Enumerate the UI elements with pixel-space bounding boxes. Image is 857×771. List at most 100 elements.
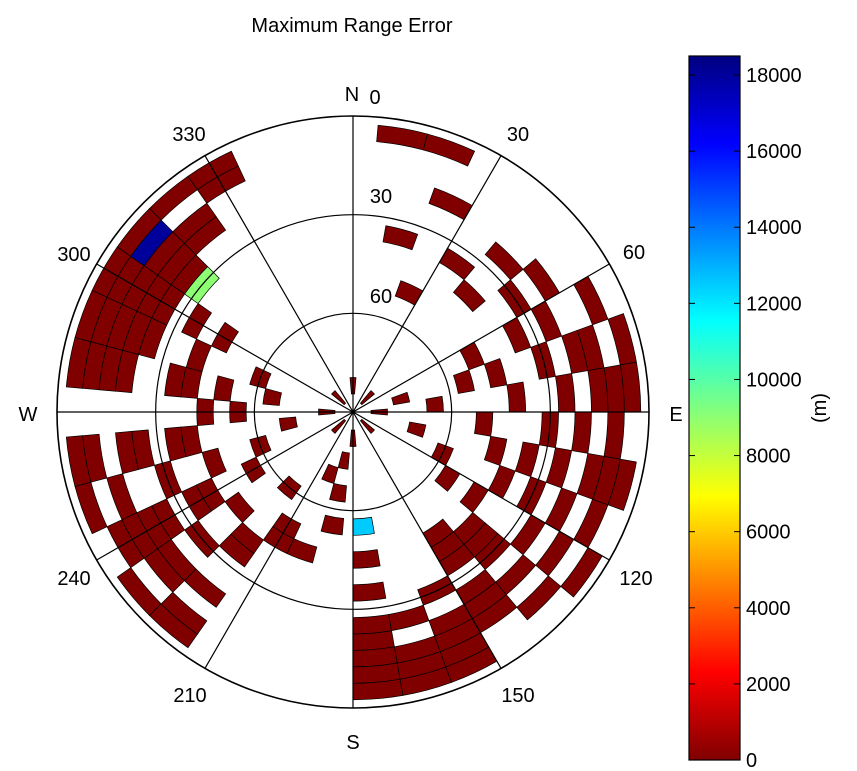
azimuth-tick-210: 210: [173, 685, 206, 707]
heatmap-cell-133: [391, 391, 411, 406]
heatmap-cell-103: [459, 481, 489, 513]
heatmap-cell-118: [571, 411, 592, 454]
heatmap-cell-102: [509, 514, 546, 556]
colorbar-tick-label-12000: 12000: [746, 293, 802, 315]
heatmap-cell-108: [487, 464, 516, 499]
heatmap-cell-113: [545, 447, 573, 489]
heatmap-cell-71: [321, 463, 339, 484]
colorbar: [688, 55, 741, 761]
heatmap-cell-106: [544, 487, 578, 532]
heatmap-cell-155: [331, 390, 347, 406]
heatmap-cell-82: [393, 635, 441, 664]
heatmap-cell-120: [474, 411, 494, 437]
heatmap-cell-152: [359, 390, 375, 406]
colorbar-ticks: 0 2000 4000 6000 8000 10000 12000 14000 16000 180…: [689, 65, 802, 771]
heatmap-cell-29: [185, 338, 212, 372]
heatmap-cell-68: [320, 514, 345, 536]
azimuth-tick-300: 300: [57, 244, 90, 266]
compass-label-south: S: [346, 732, 359, 754]
heatmap-cell-124: [555, 373, 576, 413]
colorbar-tick-label-6000: 6000: [746, 522, 791, 544]
heatmap-cell-63: [230, 521, 264, 554]
heatmap-cell-137: [459, 341, 485, 371]
heatmap-cell-117: [603, 411, 625, 460]
heatmap-cell-25: [115, 349, 139, 394]
colorbar-tick-label-16000: 16000: [746, 141, 802, 163]
heatmap-cell-136: [502, 316, 532, 354]
colorbar-tick-label-8000: 8000: [746, 446, 791, 468]
heatmap-cell-2: [149, 175, 198, 221]
heatmap-cell-58: [224, 491, 255, 523]
heatmap-cell-96: [495, 554, 537, 596]
heatmap-cell-140: [484, 241, 524, 281]
heatmap-cell-104: [434, 464, 461, 492]
heatmap-cell-60: [160, 591, 208, 635]
heatmap-cell-67: [286, 538, 318, 564]
heatmap-cell-36: [82, 433, 108, 483]
heatmap-cell-74: [352, 581, 387, 602]
heatmap-cell-95: [516, 575, 562, 621]
heatmap-cell-126: [425, 395, 444, 413]
azimuth-spoke-120: [352, 411, 610, 561]
heatmap-cells: [65, 124, 642, 701]
heatmap-cell-131: [483, 358, 508, 389]
heatmap-cell-73: [352, 549, 381, 569]
azimuth-spoke-30: [352, 155, 502, 413]
heatmap-cell-123: [587, 367, 609, 413]
heatmap-cell-76: [352, 630, 395, 651]
heatmap-cell-141: [452, 279, 486, 313]
heatmap-cell-45: [201, 447, 227, 479]
azimuth-spoke-210: [204, 411, 354, 669]
azimuth-tick-150: 150: [501, 685, 534, 707]
azimuth-spoke-330: [204, 155, 354, 413]
azimuth-tick-0: 0: [369, 87, 380, 109]
azimuth-spoke-150: [352, 411, 502, 669]
heatmap-cell-15: [130, 219, 174, 267]
heatmap-cell-56: [157, 538, 197, 582]
colorbar-tick-label-14000: 14000: [746, 217, 802, 239]
colorbar-tick-label-18000: 18000: [746, 65, 802, 87]
heatmap-cell-143: [428, 187, 473, 221]
polar-grid: [56, 115, 650, 709]
colorbar-tick-label-0: 0: [746, 750, 757, 771]
azimuth-tick-120: 120: [619, 568, 652, 590]
heatmap-cell-61: [183, 568, 227, 608]
colorbar-tick-label-2000: 2000: [746, 674, 791, 696]
heatmap-cell-69: [329, 483, 347, 503]
heatmap-cell-115: [483, 435, 508, 466]
heatmap-cell-127: [607, 313, 637, 366]
heatmap-cell-144: [422, 133, 476, 167]
heatmap-cell-147: [394, 280, 424, 306]
azimuth-tick-330: 330: [172, 124, 205, 146]
heatmap-cell-54: [116, 567, 162, 616]
heatmap-cell-38: [131, 429, 155, 470]
azimuth-spoke-240: [96, 411, 354, 561]
heatmap-cell-132: [452, 369, 475, 394]
heatmap-cell-40: [180, 425, 203, 458]
heatmap-cell-119: [538, 411, 559, 449]
heatmap-cell-72: [352, 516, 375, 536]
compass-label-east: E: [669, 404, 682, 426]
heatmap-cell-42: [74, 481, 108, 535]
heatmap-cell-153: [359, 418, 375, 434]
heatmap-cell-43: [106, 473, 138, 521]
colorbar-tick-label-4000: 4000: [746, 598, 791, 620]
heatmap-cell-101: [535, 530, 575, 577]
heatmap-cell-100: [560, 547, 603, 598]
heatmap-cell-87: [428, 603, 473, 637]
elevation-tick-30: 30: [370, 186, 392, 208]
azimuth-spoke-300: [96, 263, 354, 413]
heatmap-cell-142: [438, 247, 476, 281]
heatmap-cell-138: [522, 258, 560, 302]
elevation-tick-60: 60: [370, 286, 392, 308]
heatmap-cell-135: [530, 300, 563, 343]
azimuth-tick-60: 60: [623, 242, 645, 264]
heatmap-cell-116: [406, 421, 427, 438]
heatmap-cell-70: [337, 451, 350, 470]
heatmap-cell-145: [376, 124, 428, 151]
heatmap-cell-75: [352, 614, 392, 635]
heatmap-cell-154: [331, 418, 347, 434]
heatmap-cell-99: [452, 511, 486, 545]
compass-label-west: W: [19, 404, 38, 426]
